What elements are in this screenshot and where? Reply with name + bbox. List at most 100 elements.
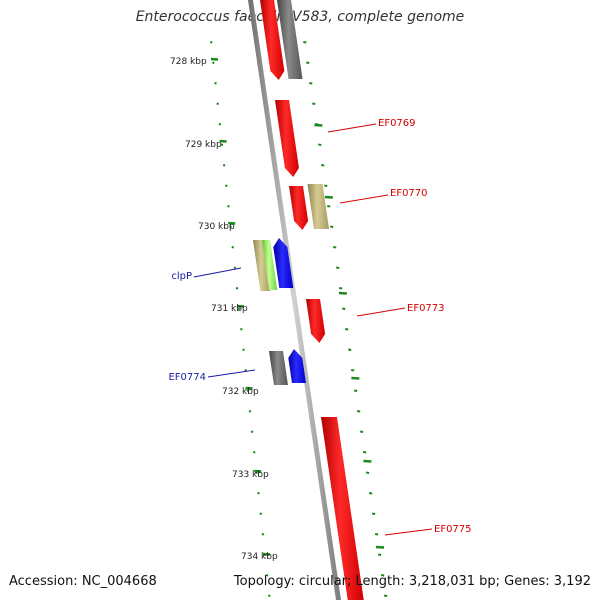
gene-label-ef0773: EF0773 xyxy=(407,303,445,314)
gene-feature-ef0770a xyxy=(289,186,309,230)
tick-dash xyxy=(321,164,325,167)
tick-dash xyxy=(246,389,250,392)
major-tick xyxy=(254,469,262,473)
major-tick xyxy=(324,195,333,199)
callout-line xyxy=(327,123,377,133)
major-tick xyxy=(375,545,385,549)
tick-label: 733 kbp xyxy=(232,470,269,480)
tick-dash xyxy=(351,369,355,372)
major-tick xyxy=(314,123,323,127)
gene-feature-gray xyxy=(277,0,303,79)
tick-dash xyxy=(330,225,334,228)
tick-dash xyxy=(248,410,252,413)
tick-labels: 728 kbp 729 kbp 730 kbp 731 kbp 732 kbp 733 k… xyxy=(170,57,278,562)
tick-dash xyxy=(218,123,222,126)
gene-label-clpp: clpP xyxy=(171,271,192,282)
gene-label-ef0774: EF0774 xyxy=(168,372,206,383)
major-tick xyxy=(351,376,360,380)
map-title: Enterococcus faecalis V583, complete gen… xyxy=(135,9,465,25)
tick-dash xyxy=(327,205,331,208)
tick-dash xyxy=(225,184,228,187)
tick-dash xyxy=(342,307,346,310)
tick-label: 728 kbp xyxy=(170,57,207,67)
tick-label: 729 kbp xyxy=(185,140,222,150)
major-tick xyxy=(228,221,236,225)
tick-dash xyxy=(371,512,376,515)
tick-dash xyxy=(231,246,234,249)
major-tick xyxy=(262,552,271,556)
tick-dash xyxy=(259,512,262,515)
tick-dash xyxy=(377,553,382,556)
major-tick xyxy=(245,386,253,390)
tick-dash xyxy=(312,102,316,105)
tick-dash xyxy=(336,266,340,269)
tick-dash xyxy=(214,82,217,85)
gene-feature-lime xyxy=(262,240,278,290)
tick-dash xyxy=(380,574,385,577)
callout-line xyxy=(356,307,406,317)
tick-dash xyxy=(306,61,310,64)
callout-line xyxy=(384,528,433,536)
tick-dash xyxy=(227,205,230,208)
tick-dash xyxy=(309,82,313,85)
major-tick xyxy=(236,304,245,308)
gene-label-ef0775: EF0775 xyxy=(434,524,472,535)
tick-dash xyxy=(237,307,241,310)
callout-line xyxy=(207,369,256,378)
tick-dash xyxy=(257,492,260,495)
tick-label: 734 kbp xyxy=(241,552,278,562)
tick-dash xyxy=(383,594,388,597)
callout-line xyxy=(339,194,389,204)
tick-dash xyxy=(368,492,373,495)
tick-dash xyxy=(359,430,364,433)
gene-features xyxy=(253,0,364,600)
tick-dash xyxy=(303,41,307,44)
tick-dash xyxy=(357,410,361,413)
tick-dash xyxy=(242,348,245,351)
tick-dash xyxy=(354,389,358,392)
tick-dash xyxy=(216,102,219,105)
tick-label: 730 kbp xyxy=(198,222,235,232)
tick-dash xyxy=(235,287,239,290)
tick-label: 732 kbp xyxy=(222,387,259,397)
tick-dash xyxy=(229,225,232,228)
gene-callouts: EF0769 EF0770 EF0773 EF0775 clpP EF0774 xyxy=(168,118,472,536)
major-tick xyxy=(363,459,372,463)
tick-dash xyxy=(374,533,379,536)
tick-dash xyxy=(261,533,265,536)
gene-feature-ef0775 xyxy=(321,417,364,600)
gene-feature-ef0774 xyxy=(269,351,288,385)
gene-feature-tan xyxy=(253,240,271,291)
major-tick xyxy=(338,291,348,295)
gene-label-ef0770: EF0770 xyxy=(390,188,428,199)
tick-dash xyxy=(255,471,258,474)
tick-dash xyxy=(244,369,247,372)
tick-dash xyxy=(222,164,226,167)
tick-dash xyxy=(345,328,349,331)
tick-dash xyxy=(365,471,370,474)
tick-dash xyxy=(318,143,322,146)
genome-backbone xyxy=(248,0,341,600)
gene-label-ef0769: EF0769 xyxy=(378,118,416,129)
accession-text: Accession: NC_004668 xyxy=(9,574,157,589)
tick-dash xyxy=(265,574,269,577)
tick-dash xyxy=(240,328,243,331)
tick-dash xyxy=(348,348,352,351)
tick-dash xyxy=(362,451,367,454)
tick-dash xyxy=(268,594,271,597)
tick-dash xyxy=(339,287,343,290)
tick-dash xyxy=(220,143,224,146)
tick-dash xyxy=(209,41,213,44)
major-tick xyxy=(219,139,227,143)
gene-feature-ef0770b xyxy=(307,184,330,229)
tick-dash xyxy=(324,184,328,187)
tick-label: 731 kbp xyxy=(211,304,248,314)
tick-dash xyxy=(233,266,237,269)
gene-feature-ef0769 xyxy=(275,100,299,177)
gene-feature-clpp xyxy=(273,238,294,288)
tick-dash xyxy=(333,246,337,249)
major-tick xyxy=(210,57,219,61)
gene-feature-ef0773 xyxy=(306,299,326,343)
summary-text: Topology: circular; Length: 3,218,031 bp… xyxy=(233,574,591,589)
